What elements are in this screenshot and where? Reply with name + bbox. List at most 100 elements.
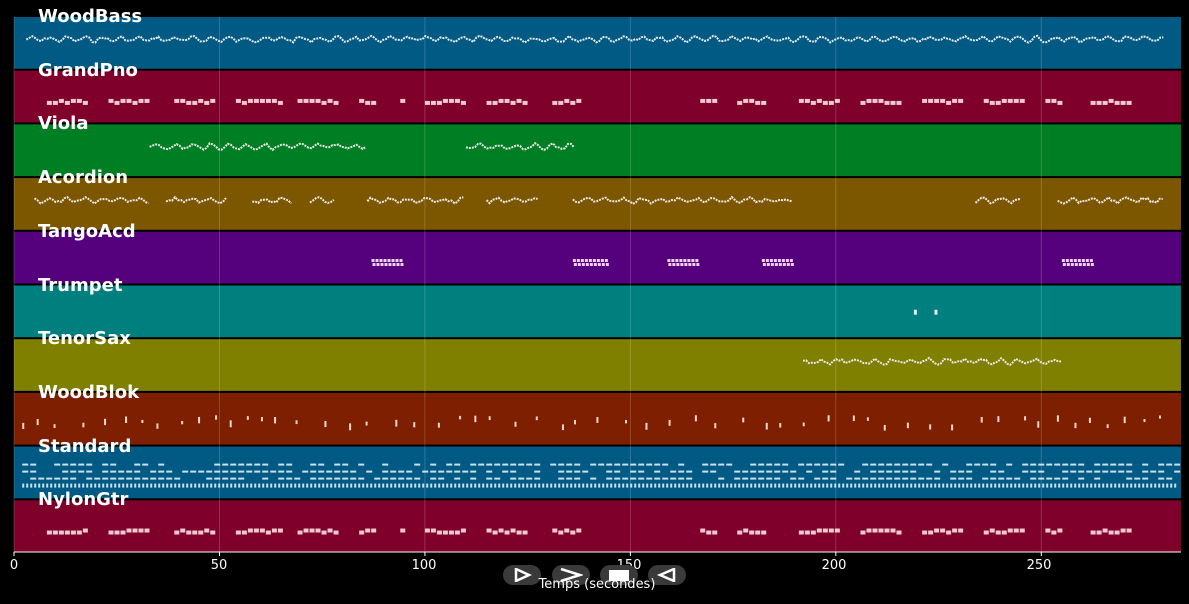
note (1089, 259, 1093, 263)
note (998, 470, 1005, 473)
note (110, 477, 117, 480)
note (156, 423, 159, 429)
note (712, 98, 718, 103)
note (758, 463, 765, 466)
note (442, 98, 448, 103)
note (934, 477, 941, 480)
note (766, 470, 773, 473)
note (378, 483, 381, 488)
fast-forward-button[interactable] (552, 565, 590, 585)
note (870, 483, 873, 488)
note (526, 483, 529, 488)
note (338, 483, 341, 488)
note (1066, 483, 1069, 488)
note (706, 530, 712, 535)
note (692, 263, 696, 267)
note (106, 483, 109, 488)
note (766, 263, 770, 267)
note (878, 483, 881, 488)
note (426, 483, 429, 488)
note (894, 463, 901, 466)
note (222, 463, 229, 466)
note (226, 483, 229, 488)
note (712, 530, 718, 535)
note (64, 530, 70, 535)
note (86, 477, 93, 480)
note (698, 483, 701, 488)
stop-button[interactable] (600, 565, 638, 585)
note (398, 483, 401, 488)
note (914, 483, 917, 488)
note (278, 477, 285, 480)
note (309, 98, 315, 103)
note (668, 419, 671, 426)
note (866, 483, 869, 488)
note (761, 100, 767, 105)
note (1102, 100, 1108, 105)
note (982, 477, 989, 480)
note (750, 477, 757, 480)
note (606, 477, 613, 480)
note (286, 463, 293, 466)
note (247, 98, 253, 103)
note (774, 483, 777, 488)
note (326, 470, 333, 473)
note (258, 483, 261, 488)
note (918, 463, 925, 466)
note (654, 483, 657, 488)
note (290, 483, 293, 488)
note (926, 463, 933, 466)
note (358, 483, 361, 488)
note (1102, 483, 1105, 488)
note (186, 530, 192, 535)
note (1108, 98, 1114, 103)
note (379, 259, 383, 263)
note (1096, 530, 1102, 535)
note (310, 463, 317, 466)
note (198, 530, 204, 535)
note (1022, 463, 1029, 466)
note (388, 263, 392, 267)
note (166, 483, 169, 488)
note (395, 419, 398, 427)
note (327, 98, 333, 103)
note (502, 463, 509, 466)
note (504, 530, 510, 535)
note (1074, 422, 1077, 429)
note (582, 483, 585, 488)
note (204, 100, 210, 105)
rewind-button[interactable] (648, 565, 686, 585)
note (46, 483, 49, 488)
note (486, 463, 493, 466)
note (78, 470, 85, 473)
note (886, 470, 893, 473)
note (1114, 530, 1120, 535)
note (327, 528, 333, 533)
note (516, 98, 522, 103)
note (590, 463, 597, 466)
note (186, 100, 192, 105)
note (1045, 528, 1051, 533)
note (786, 483, 789, 488)
play-button[interactable] (503, 565, 541, 585)
note (182, 483, 185, 488)
note (766, 477, 773, 480)
note (218, 483, 221, 488)
note (158, 470, 165, 473)
note (838, 463, 845, 466)
note (387, 259, 391, 263)
note (1037, 421, 1040, 428)
note (247, 528, 253, 533)
note (550, 463, 557, 466)
note (1110, 483, 1113, 488)
note (678, 477, 685, 480)
note (350, 470, 357, 473)
note (834, 98, 840, 103)
note (192, 530, 198, 535)
note (686, 483, 689, 488)
note (54, 483, 57, 488)
note (1138, 483, 1141, 488)
note (1162, 483, 1165, 488)
note (770, 483, 773, 488)
note (662, 483, 665, 488)
